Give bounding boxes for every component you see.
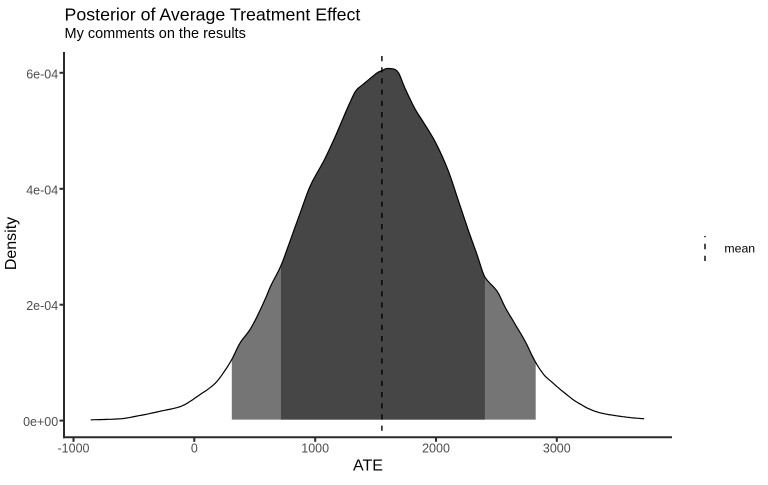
svg-text:mean: mean <box>724 242 755 256</box>
svg-text:3000: 3000 <box>543 442 571 456</box>
svg-text:2000: 2000 <box>422 442 450 456</box>
svg-text:ATE: ATE <box>353 458 383 475</box>
svg-text:6e-04: 6e-04 <box>26 67 58 81</box>
svg-text:My comments on the results: My comments on the results <box>65 26 246 42</box>
svg-text:-1000: -1000 <box>58 442 90 456</box>
svg-text:Density: Density <box>3 217 20 270</box>
svg-text:4e-04: 4e-04 <box>26 183 58 197</box>
svg-text:1000: 1000 <box>301 442 329 456</box>
svg-text:0: 0 <box>191 442 198 456</box>
svg-text:Posterior of Average Treatment: Posterior of Average Treatment Effect <box>65 4 361 24</box>
svg-text:0e+00: 0e+00 <box>23 415 58 429</box>
svg-text:2e-04: 2e-04 <box>26 299 58 313</box>
